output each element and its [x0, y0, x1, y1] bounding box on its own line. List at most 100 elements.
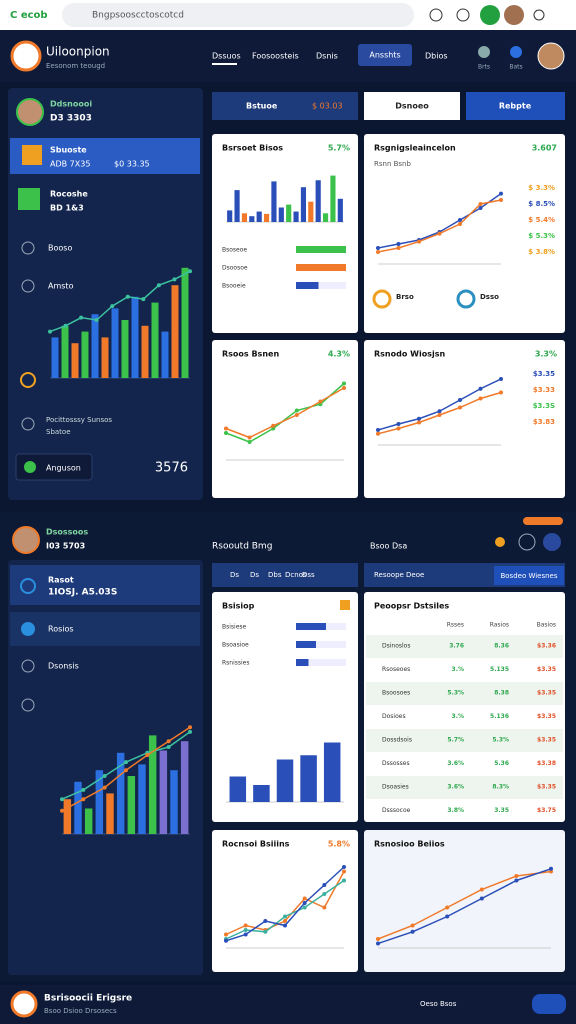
- menu-item[interactable]: [10, 612, 200, 646]
- card-title: Peoopsr Dstsiles: [374, 602, 449, 611]
- point: [81, 797, 86, 802]
- bar: [127, 776, 136, 834]
- avatar[interactable]: [504, 5, 524, 25]
- header-button[interactable]: [358, 44, 412, 66]
- bar: [81, 331, 89, 378]
- line: [225, 382, 345, 443]
- label: Rsooutd Bmg: [212, 542, 272, 552]
- point: [437, 231, 442, 236]
- bar: [322, 213, 329, 222]
- point: [514, 874, 519, 878]
- card-title: Rocnsoi Bsiiins: [222, 840, 290, 849]
- tab: Dss: [302, 571, 315, 579]
- icon[interactable]: [478, 46, 490, 58]
- toolbar-button[interactable]: [364, 92, 460, 120]
- icon-label: Bats: [509, 64, 522, 71]
- badge: 5.8%: [328, 840, 350, 849]
- point: [48, 329, 52, 334]
- label: Bstuoe: [246, 102, 278, 111]
- point: [188, 269, 192, 274]
- label: Pocittosssy Sunsos: [46, 416, 112, 424]
- progress: [296, 264, 346, 271]
- brand: C ecob: [10, 10, 48, 21]
- point: [458, 405, 462, 410]
- point: [376, 941, 380, 946]
- active-item[interactable]: [10, 565, 200, 605]
- footer-link: Oeso Bsos: [420, 1000, 457, 1008]
- point: [396, 422, 401, 426]
- label: Dsnoeo: [395, 102, 429, 111]
- point: [224, 426, 228, 431]
- label: Brso: [396, 293, 414, 301]
- point: [166, 739, 171, 744]
- card: [364, 340, 565, 498]
- cell: 3.8%: [447, 807, 464, 814]
- card: [212, 592, 358, 822]
- icon[interactable]: [456, 8, 470, 22]
- toolbar-button[interactable]: [212, 92, 358, 120]
- avatar[interactable]: [537, 42, 565, 70]
- avatar: [12, 526, 40, 554]
- point: [499, 377, 503, 381]
- point: [376, 246, 380, 250]
- bar: [171, 285, 179, 378]
- bar: [121, 320, 129, 378]
- card: [212, 134, 358, 333]
- point: [410, 923, 415, 928]
- point: [302, 901, 307, 905]
- cell: $3.75: [537, 807, 556, 814]
- badge: 3.607: [532, 144, 557, 153]
- action-button[interactable]: [15, 453, 93, 481]
- icon: [21, 279, 35, 293]
- point: [81, 787, 86, 792]
- bar: [84, 808, 93, 834]
- sidebar: [8, 560, 203, 975]
- icon[interactable]: [480, 5, 500, 25]
- bar: [323, 742, 341, 802]
- label: Ddsnoooi: [50, 100, 92, 109]
- point: [247, 435, 252, 440]
- donut: [372, 289, 392, 309]
- icon[interactable]: [495, 537, 505, 547]
- icon[interactable]: [543, 533, 561, 551]
- icon[interactable]: [518, 533, 536, 551]
- icon[interactable]: [429, 8, 443, 22]
- bar: [263, 213, 270, 222]
- panel-button[interactable]: [494, 566, 564, 585]
- badge: 5.7%: [328, 144, 350, 153]
- toolbar-button[interactable]: [466, 92, 565, 120]
- icon: [21, 241, 35, 255]
- point: [302, 905, 307, 910]
- line: [377, 870, 552, 940]
- point: [243, 923, 248, 928]
- footer-button[interactable]: [532, 994, 566, 1014]
- icon[interactable]: [533, 9, 545, 21]
- row-label: Bsooeie: [222, 283, 246, 290]
- point: [417, 416, 421, 421]
- point: [499, 390, 503, 395]
- bar: [170, 770, 178, 834]
- line: [377, 868, 552, 945]
- icon: [20, 578, 36, 594]
- point: [342, 865, 346, 869]
- menu-item: Booso: [48, 244, 72, 253]
- bar: [180, 741, 189, 834]
- point: [166, 745, 171, 749]
- cell: 5.36: [494, 760, 509, 767]
- address-bar[interactable]: [62, 3, 414, 27]
- cell: 8.38: [494, 690, 509, 697]
- legend-item: $ 5.3%: [528, 232, 555, 240]
- label: Sbatoe: [46, 428, 71, 436]
- point: [342, 878, 346, 883]
- tab: Dbs: [268, 571, 282, 579]
- cell: $3.35: [537, 737, 556, 744]
- cell: 5.3%: [447, 690, 464, 697]
- point: [125, 294, 130, 299]
- point: [60, 808, 64, 813]
- card-title: Rsnosioo Beiios: [374, 840, 445, 849]
- logo: [10, 40, 42, 72]
- point: [322, 883, 327, 887]
- icon[interactable]: [510, 46, 522, 58]
